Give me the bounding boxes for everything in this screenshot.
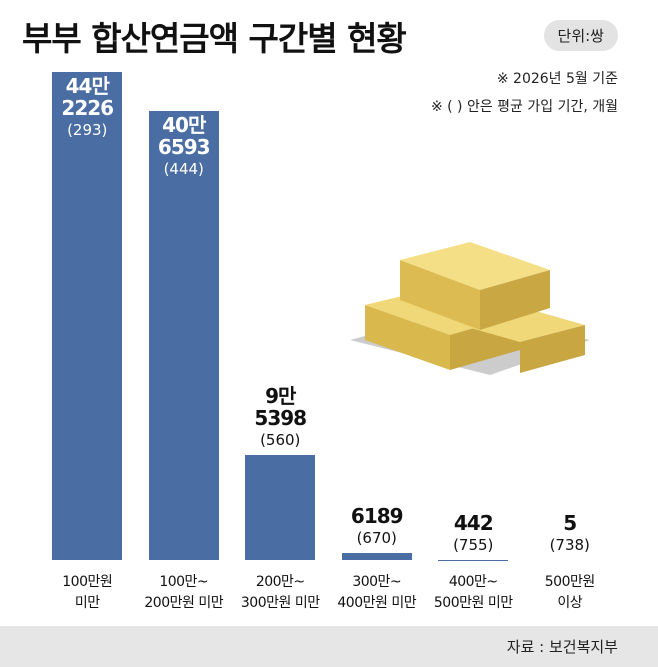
value-label-group: 9만 5398 (560) <box>232 385 328 451</box>
unit-badge: 단위:쌍 <box>543 20 618 51</box>
x-tick-label: 200만~ 300만원 미만 <box>240 574 320 611</box>
x-tick-label: 300만~ 400만원 미만 <box>337 574 417 611</box>
bar <box>245 454 316 560</box>
note: ※ 2026년 5월 기준 <box>496 71 618 87</box>
source: 자료 : 보건복지부 <box>506 638 618 656</box>
month-label: (444) <box>163 160 204 179</box>
bar <box>341 553 412 560</box>
month-label: (738) <box>549 536 590 554</box>
x-tick-label: 400만~ 500만원 미만 <box>433 574 513 611</box>
money-illustration <box>350 242 590 375</box>
bar <box>52 72 123 560</box>
value-label: 442 <box>453 510 494 535</box>
x-tick-label: 100만~ 200만원 미만 <box>144 574 224 611</box>
value-label: 5 <box>563 511 577 535</box>
value-label: 9만 5398 <box>254 383 307 430</box>
value-label-group: 442 (755) <box>425 512 521 556</box>
x-tick-label: 500만원 이상 <box>544 574 595 611</box>
value-label-group: 44만 2226 (293) <box>39 75 135 141</box>
bar <box>148 111 219 560</box>
value-label-group: 6189 (670) <box>329 505 425 549</box>
month-label: (560) <box>260 430 301 449</box>
value-label: 44만 2226 <box>61 74 114 120</box>
value-label: 6189 <box>350 504 404 529</box>
value-label-group: 5 (738) <box>522 512 618 556</box>
month-label: (755) <box>453 535 494 554</box>
value-label-group: 40만 6593 (444) <box>136 114 232 180</box>
chart-title: 부부 합산연금액 구간별 현황 <box>22 19 407 58</box>
month-label: (670) <box>356 529 397 548</box>
month-label: (293) <box>67 121 108 139</box>
value-label: 40만 6593 <box>157 113 211 160</box>
note: ※ ( ) 안은 평균 가입 기간, 개월 <box>430 99 618 115</box>
x-tick-label: 100만원 미만 <box>62 574 113 611</box>
footer-band <box>0 626 658 667</box>
